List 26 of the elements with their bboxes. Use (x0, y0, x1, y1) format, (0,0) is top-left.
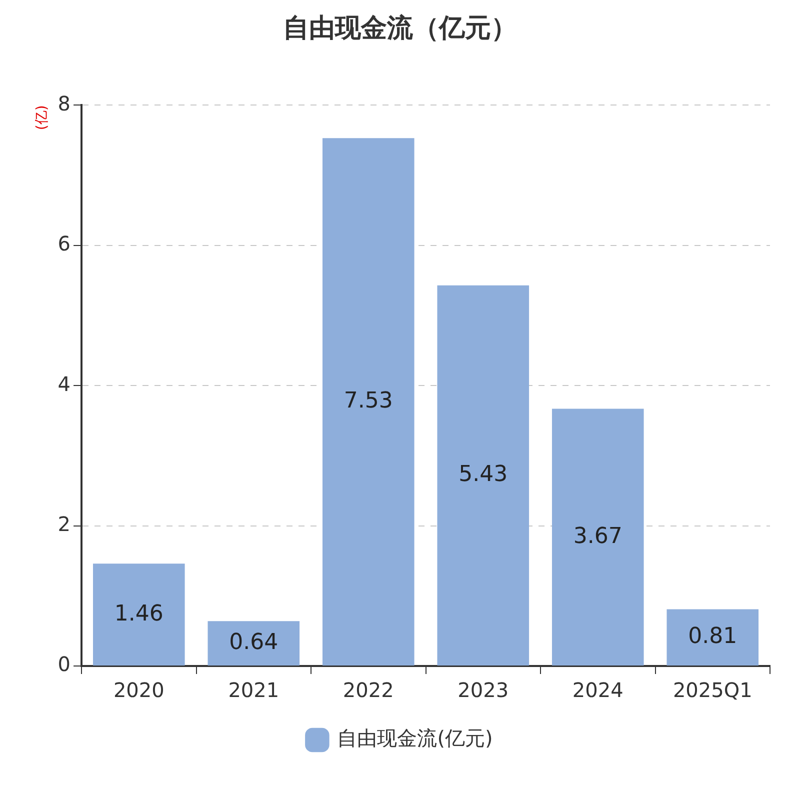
x-tick-label: 2023 (458, 678, 509, 702)
y-tick-label: 6 (58, 232, 71, 256)
data-label: 3.67 (573, 524, 622, 549)
chart-title: 自由现金流（亿元） (283, 13, 517, 44)
bar (552, 408, 644, 666)
y-tick-label: 8 (58, 91, 71, 116)
x-tick-label: 2020 (113, 678, 164, 702)
data-label: 5.43 (458, 462, 508, 488)
data-label: 7.53 (344, 388, 393, 414)
y-tick-label: 0 (58, 652, 71, 676)
y-tick-label: 2 (58, 512, 71, 536)
bar (666, 609, 759, 666)
x-tick-label: 2024 (572, 678, 624, 702)
data-label: 1.46 (114, 601, 164, 626)
bar (322, 138, 414, 666)
data-label: 0.64 (229, 630, 278, 656)
x-tick-label: 2022 (342, 678, 394, 702)
bar (93, 564, 185, 666)
x-tick-label: 2025Q1 (672, 678, 752, 702)
y-tick-label: 4 (58, 372, 71, 396)
bar (208, 621, 300, 666)
bar (437, 285, 530, 666)
legend-label: 自由现金流(亿元) (337, 726, 493, 750)
y-axis-title: (亿) (34, 105, 50, 130)
data-label: 0.81 (688, 624, 738, 650)
x-tick-label: 2021 (228, 678, 280, 702)
